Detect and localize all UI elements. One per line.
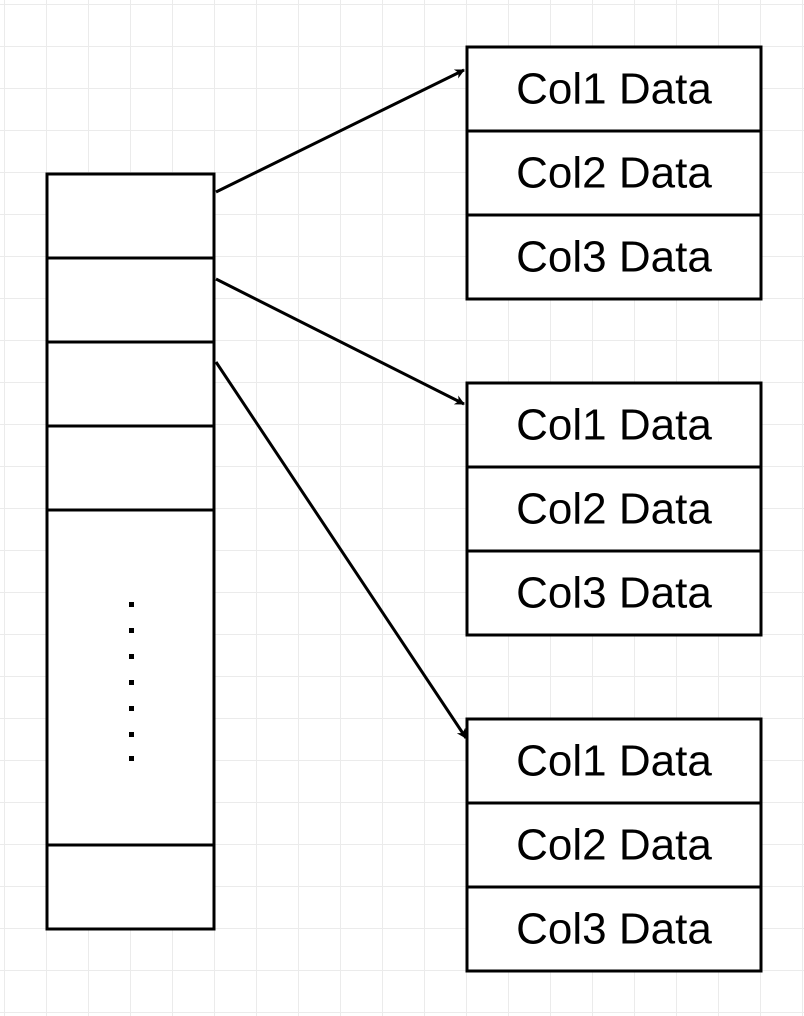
ellipsis-dots xyxy=(129,602,134,761)
index-array xyxy=(45,172,216,931)
row-block: Col1 Data Col2 Data Col3 Data xyxy=(465,717,763,973)
ellipsis-dot xyxy=(129,706,134,711)
row-cell-text: Col2 Data xyxy=(516,149,712,198)
row-cell-text: Col1 Data xyxy=(516,65,712,114)
row-block-outline xyxy=(465,45,763,301)
pointer-arrow-1 xyxy=(215,68,465,194)
row-block-outline xyxy=(465,717,763,973)
row-block: Col1 Data Col2 Data Col3 Data xyxy=(465,381,763,637)
row-cell-text: Col1 Data xyxy=(516,401,712,450)
ellipsis-dot xyxy=(129,756,134,761)
ellipsis-dot xyxy=(129,732,134,737)
row-block: Col1 Data Col2 Data Col3 Data xyxy=(465,45,763,301)
row-block-outline xyxy=(465,381,763,637)
ellipsis-dot xyxy=(129,628,134,633)
ellipsis-dot xyxy=(129,680,134,685)
index-array-outline xyxy=(45,172,216,931)
row-cell-text: Col3 Data xyxy=(516,905,712,954)
row-cell-text: Col2 Data xyxy=(516,821,712,870)
pointer-arrow-3 xyxy=(214,361,468,739)
ellipsis-dot xyxy=(129,602,134,607)
ellipsis-dot xyxy=(129,654,134,659)
pointer-arrow-2 xyxy=(215,277,465,406)
row-cell-text: Col2 Data xyxy=(516,485,712,534)
row-cell-text: Col3 Data xyxy=(516,569,712,618)
row-cell-text: Col1 Data xyxy=(516,737,712,786)
row-cell-text: Col3 Data xyxy=(516,233,712,282)
pointer-arrows xyxy=(214,68,468,739)
